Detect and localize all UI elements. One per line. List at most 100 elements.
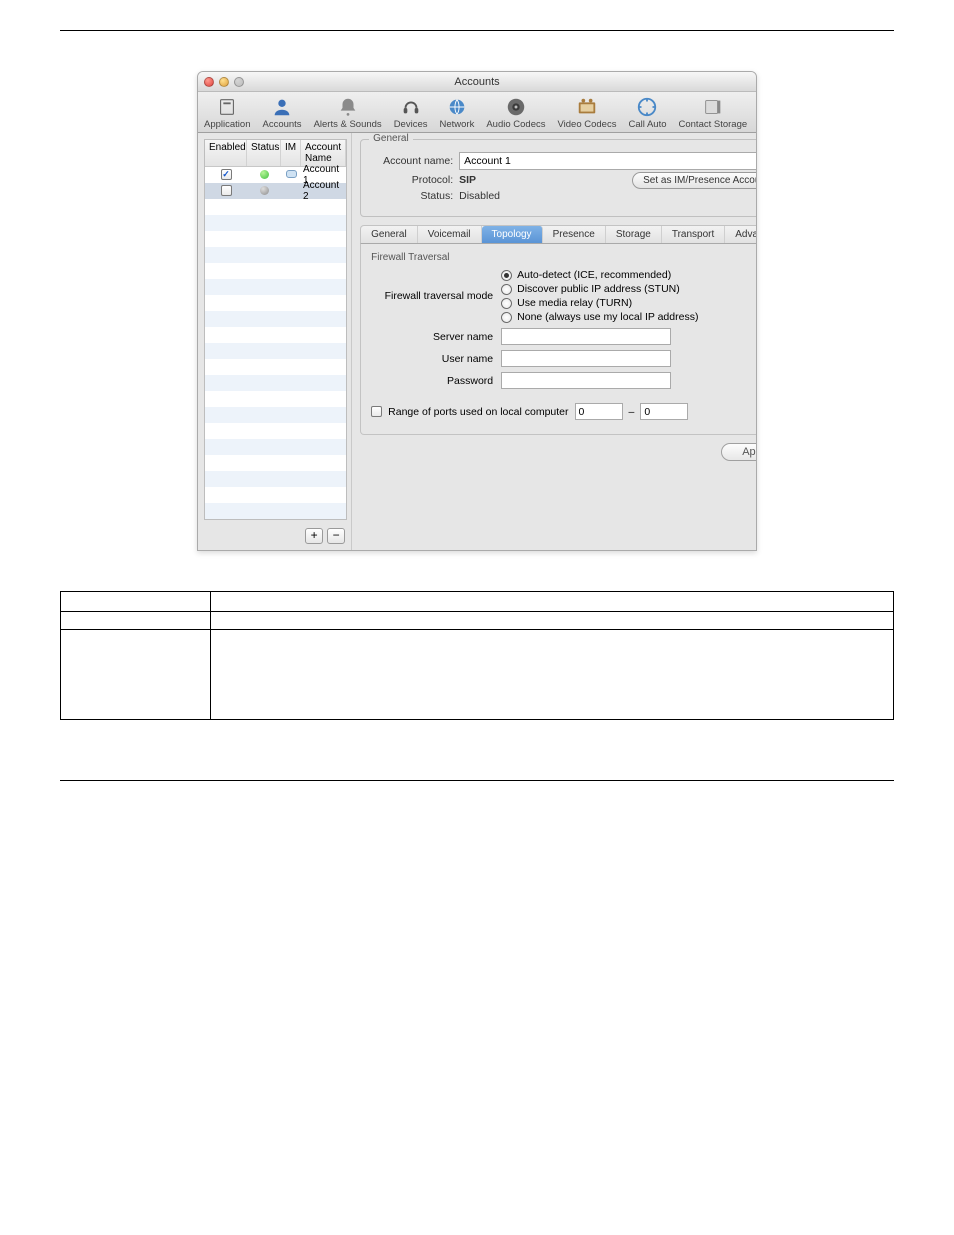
- firewall-mode-radioset: Auto-detect (ICE, recommended) Discover …: [501, 269, 698, 323]
- add-account-button[interactable]: +: [305, 528, 323, 544]
- im-bubble-icon: [286, 170, 297, 178]
- password-label: Password: [371, 375, 501, 387]
- status-label: Status:: [371, 190, 459, 202]
- devices-icon: [398, 96, 424, 118]
- account-row[interactable]: Account 2: [205, 183, 346, 199]
- user-name-label: User name: [371, 353, 501, 365]
- radio-label: Auto-detect (ICE, recommended): [517, 269, 671, 281]
- status-dot-icon: [260, 186, 269, 195]
- radio-icon: [501, 312, 512, 323]
- tab-presence[interactable]: Presence: [543, 226, 606, 243]
- firewall-traversal-label: Firewall Traversal: [371, 252, 757, 263]
- add-remove-controls: + −: [198, 524, 351, 550]
- toolbar-alerts[interactable]: Alerts & Sounds: [308, 92, 388, 132]
- toolbar-label: Application: [204, 119, 250, 130]
- account-name-input[interactable]: [459, 152, 757, 170]
- radio-turn[interactable]: Use media relay (TURN): [501, 297, 698, 309]
- radio-icon: [501, 270, 512, 281]
- topology-panel: Firewall Traversal Firewall traversal mo…: [360, 243, 757, 435]
- status-dot-icon: [260, 170, 269, 179]
- general-group: General Account name: Protocol: SIP Set …: [360, 139, 757, 217]
- toolbar-application[interactable]: Application: [198, 92, 256, 132]
- toolbar-label: Call Auto: [628, 119, 666, 130]
- tab-topology[interactable]: Topology: [482, 226, 543, 243]
- application-icon: [214, 96, 240, 118]
- port-range-sep: –: [629, 406, 635, 418]
- server-name-input[interactable]: [501, 328, 671, 345]
- toolbar-devices[interactable]: Devices: [388, 92, 434, 132]
- radio-icon: [501, 298, 512, 309]
- toolbar-contact-storage[interactable]: Contact Storage: [673, 92, 754, 132]
- protocol-value: SIP: [459, 174, 519, 186]
- table-cell: [210, 612, 893, 630]
- password-input[interactable]: [501, 372, 671, 389]
- tab-storage[interactable]: Storage: [606, 226, 662, 243]
- toolbar-label: Alerts & Sounds: [314, 119, 382, 130]
- tab-voicemail[interactable]: Voicemail: [418, 226, 482, 243]
- remove-account-button[interactable]: −: [327, 528, 345, 544]
- toolbar-audio-codecs[interactable]: Audio Codecs: [480, 92, 551, 132]
- toolbar-accounts[interactable]: Accounts: [256, 92, 307, 132]
- accounts-window: Accounts Application Accounts Alerts & S…: [197, 71, 757, 551]
- toolbar-label: Devices: [394, 119, 428, 130]
- doc-table: [60, 591, 894, 720]
- call-auto-icon: [634, 96, 660, 118]
- radio-stun[interactable]: Discover public IP address (STUN): [501, 283, 698, 295]
- table-cell: [61, 612, 211, 630]
- col-enabled[interactable]: Enabled: [205, 140, 247, 166]
- page-bottom-rule: [60, 780, 894, 781]
- apply-button[interactable]: Apply: [721, 443, 757, 461]
- firewall-mode-label: Firewall traversal mode: [371, 290, 501, 302]
- network-icon: [444, 96, 470, 118]
- enabled-checkbox[interactable]: [221, 169, 232, 180]
- port-range-to-input[interactable]: [640, 403, 688, 420]
- radio-label: None (always use my local IP address): [517, 311, 698, 323]
- table-cell: [61, 630, 211, 720]
- enabled-checkbox[interactable]: [221, 185, 232, 196]
- account-tabs: General Voicemail Topology Presence Stor…: [360, 225, 757, 243]
- user-name-input[interactable]: [501, 350, 671, 367]
- accounts-list: Enabled Status IM Account Name Account 1: [204, 139, 347, 520]
- account-name: Account 2: [301, 180, 346, 202]
- page-top-rule: [60, 30, 894, 31]
- account-tabs-container: General Voicemail Topology Presence Stor…: [360, 225, 757, 435]
- table-row: [61, 630, 894, 720]
- list-rows: Account 1 Account 2: [205, 167, 346, 519]
- radio-label: Discover public IP address (STUN): [517, 283, 680, 295]
- toolbar-video-codecs[interactable]: Video Codecs: [551, 92, 622, 132]
- col-status[interactable]: Status: [247, 140, 281, 166]
- protocol-label: Protocol:: [371, 174, 459, 186]
- list-header: Enabled Status IM Account Name: [205, 140, 346, 167]
- set-im-presence-button[interactable]: Set as IM/Presence Account: [632, 172, 757, 189]
- table-header-cell: [210, 592, 893, 612]
- col-name[interactable]: Account Name: [301, 140, 346, 166]
- radio-label: Use media relay (TURN): [517, 297, 632, 309]
- audio-codecs-icon: [503, 96, 529, 118]
- tab-general[interactable]: General: [361, 226, 418, 243]
- port-range-checkbox[interactable]: [371, 406, 382, 417]
- port-range-from-input[interactable]: [575, 403, 623, 420]
- contact-storage-icon: [700, 96, 726, 118]
- table-cell: [210, 630, 893, 720]
- account-name-label: Account name:: [371, 155, 459, 167]
- toolbar-advanced[interactable]: Advanced: [753, 92, 757, 132]
- preferences-toolbar: Application Accounts Alerts & Sounds Dev…: [198, 92, 756, 133]
- account-detail: General Account name: Protocol: SIP Set …: [352, 133, 757, 550]
- tab-transport[interactable]: Transport: [662, 226, 725, 243]
- video-codecs-icon: [574, 96, 600, 118]
- table-header-cell: [61, 592, 211, 612]
- server-name-label: Server name: [371, 331, 501, 343]
- radio-auto-detect[interactable]: Auto-detect (ICE, recommended): [501, 269, 698, 281]
- table-row: [61, 612, 894, 630]
- radio-none[interactable]: None (always use my local IP address): [501, 311, 698, 323]
- toolbar-label: Accounts: [262, 119, 301, 130]
- toolbar-call-auto[interactable]: Call Auto: [622, 92, 672, 132]
- port-range-label: Range of ports used on local computer: [388, 406, 568, 418]
- toolbar-label: Network: [439, 119, 474, 130]
- toolbar-network[interactable]: Network: [433, 92, 480, 132]
- toolbar-label: Audio Codecs: [486, 119, 545, 130]
- tab-advanced[interactable]: Advanced: [725, 226, 757, 243]
- col-im[interactable]: IM: [281, 140, 301, 166]
- status-value: Disabled: [459, 190, 500, 202]
- radio-icon: [501, 284, 512, 295]
